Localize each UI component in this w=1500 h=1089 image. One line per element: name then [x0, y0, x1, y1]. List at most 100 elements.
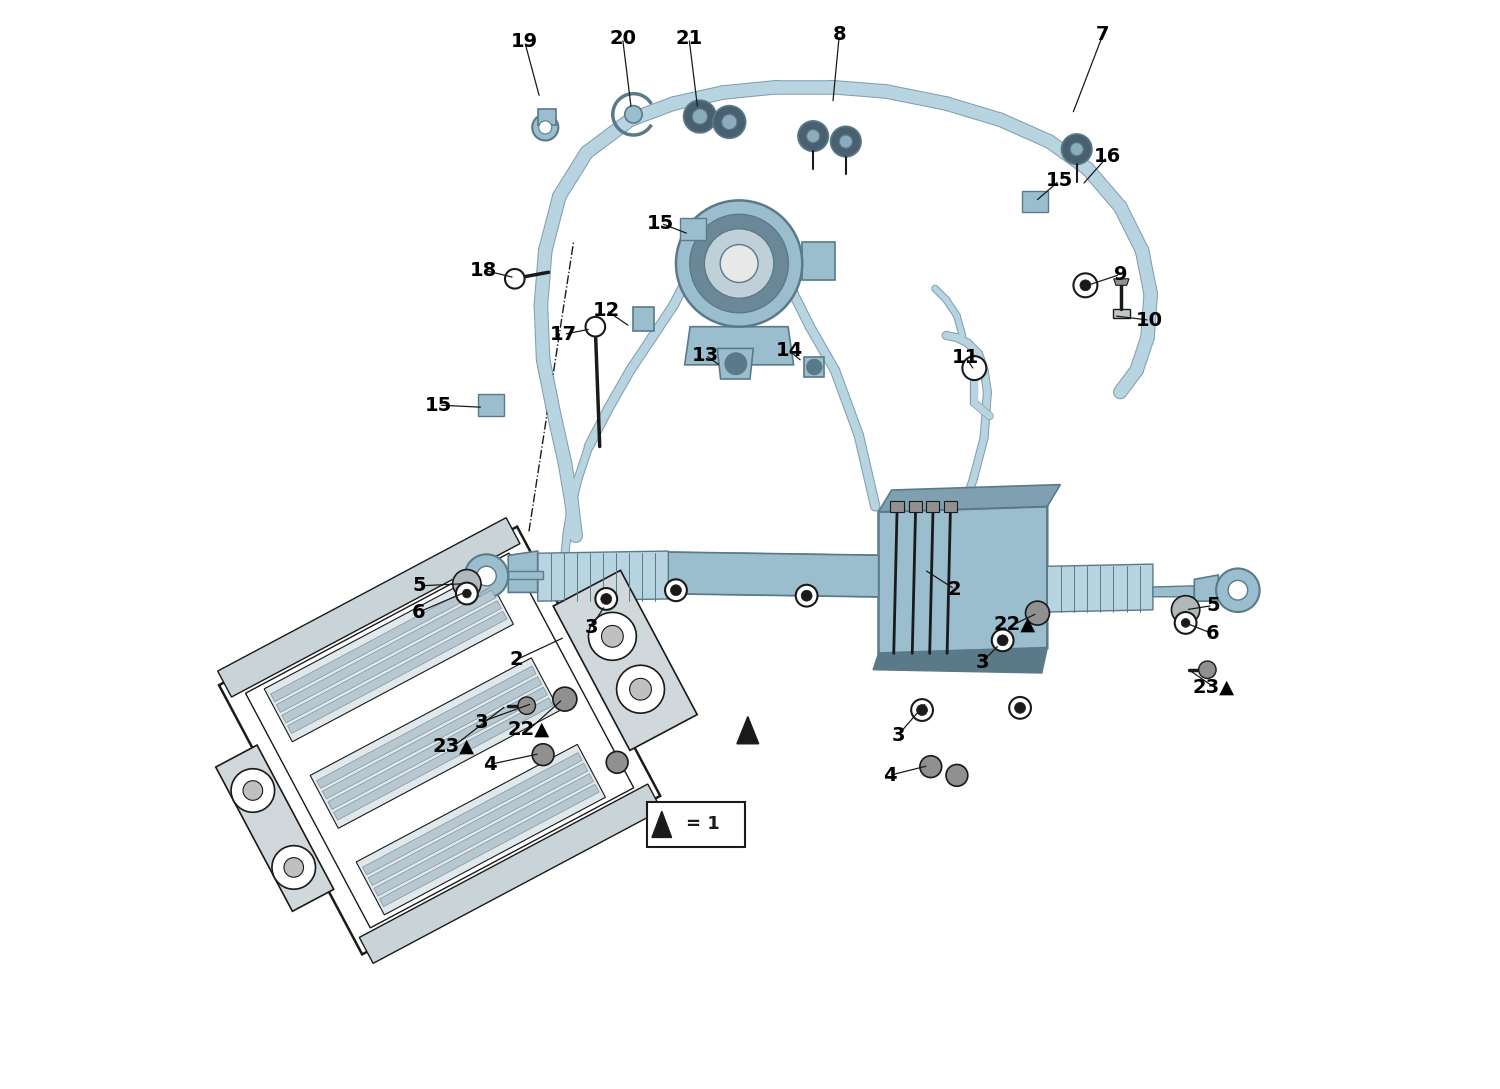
Circle shape	[1228, 580, 1248, 600]
Polygon shape	[633, 307, 654, 331]
Circle shape	[1080, 280, 1090, 291]
Text: 7: 7	[1096, 25, 1110, 45]
Polygon shape	[363, 752, 582, 874]
Circle shape	[272, 846, 315, 890]
Polygon shape	[909, 501, 922, 512]
Circle shape	[684, 100, 716, 133]
Circle shape	[676, 200, 802, 327]
Polygon shape	[217, 517, 520, 697]
Circle shape	[670, 585, 681, 596]
Text: 19: 19	[512, 32, 538, 51]
Polygon shape	[282, 601, 501, 723]
Polygon shape	[873, 648, 1047, 673]
Text: 16: 16	[1094, 147, 1120, 167]
Polygon shape	[646, 802, 744, 847]
Polygon shape	[1047, 564, 1154, 612]
Circle shape	[602, 594, 612, 604]
Polygon shape	[264, 572, 513, 742]
Text: 2: 2	[948, 579, 962, 599]
Polygon shape	[356, 745, 606, 915]
Polygon shape	[684, 327, 794, 365]
Circle shape	[596, 588, 616, 610]
Circle shape	[920, 756, 942, 778]
Circle shape	[477, 566, 496, 586]
Polygon shape	[537, 109, 556, 125]
Circle shape	[1074, 273, 1098, 297]
Circle shape	[720, 245, 758, 282]
Circle shape	[664, 579, 687, 601]
Polygon shape	[219, 527, 660, 954]
Circle shape	[1026, 601, 1050, 625]
Circle shape	[992, 629, 1014, 651]
Circle shape	[453, 570, 482, 598]
Polygon shape	[380, 784, 598, 906]
Circle shape	[1216, 568, 1260, 612]
Circle shape	[465, 554, 509, 598]
Text: 23▲: 23▲	[1192, 677, 1234, 697]
Text: 14: 14	[776, 341, 802, 360]
Circle shape	[998, 635, 1008, 646]
Circle shape	[284, 858, 303, 878]
Text: 20: 20	[609, 28, 636, 48]
Circle shape	[538, 121, 552, 134]
Circle shape	[1198, 661, 1216, 678]
Polygon shape	[328, 687, 548, 809]
Circle shape	[456, 583, 477, 604]
Polygon shape	[717, 348, 753, 379]
Polygon shape	[276, 590, 495, 712]
Polygon shape	[537, 551, 669, 601]
Polygon shape	[1023, 191, 1048, 212]
Text: 5: 5	[413, 576, 426, 596]
Circle shape	[1014, 702, 1026, 713]
Text: 18: 18	[470, 260, 496, 280]
Circle shape	[693, 109, 708, 124]
Circle shape	[606, 751, 628, 773]
Polygon shape	[288, 611, 507, 734]
Circle shape	[831, 126, 861, 157]
Circle shape	[963, 356, 987, 380]
Circle shape	[705, 229, 774, 298]
Polygon shape	[509, 571, 543, 579]
Polygon shape	[1194, 575, 1218, 601]
Circle shape	[588, 612, 636, 660]
Circle shape	[532, 744, 554, 766]
Text: 6: 6	[1206, 624, 1219, 644]
Text: 21: 21	[675, 28, 702, 48]
Polygon shape	[663, 552, 879, 597]
Polygon shape	[477, 394, 504, 416]
Polygon shape	[1113, 279, 1130, 285]
Text: 15: 15	[646, 213, 675, 233]
Circle shape	[722, 114, 736, 130]
Text: 15: 15	[424, 395, 451, 415]
Polygon shape	[652, 811, 672, 837]
Polygon shape	[360, 784, 662, 964]
Circle shape	[807, 359, 822, 375]
Circle shape	[712, 106, 746, 138]
Polygon shape	[216, 745, 333, 911]
Circle shape	[616, 665, 664, 713]
Text: 10: 10	[1136, 310, 1162, 330]
Circle shape	[946, 764, 968, 786]
Circle shape	[1174, 612, 1197, 634]
Polygon shape	[891, 501, 903, 512]
Circle shape	[1062, 134, 1092, 164]
Polygon shape	[333, 698, 554, 820]
Text: 3: 3	[891, 725, 904, 745]
Text: 9: 9	[1113, 265, 1126, 284]
Text: 15: 15	[1046, 171, 1072, 191]
Circle shape	[1180, 619, 1190, 627]
Polygon shape	[1154, 586, 1194, 597]
Text: 22▲: 22▲	[509, 720, 550, 739]
Polygon shape	[879, 506, 1047, 653]
Text: 3: 3	[474, 712, 488, 732]
Circle shape	[585, 317, 604, 337]
Polygon shape	[944, 501, 957, 512]
Circle shape	[798, 121, 828, 151]
Circle shape	[840, 135, 852, 148]
Polygon shape	[270, 579, 490, 701]
Text: = 1: = 1	[687, 816, 720, 833]
Text: 4: 4	[882, 766, 896, 785]
Text: 22▲: 22▲	[993, 614, 1036, 634]
Polygon shape	[879, 485, 1060, 512]
Circle shape	[626, 106, 642, 123]
